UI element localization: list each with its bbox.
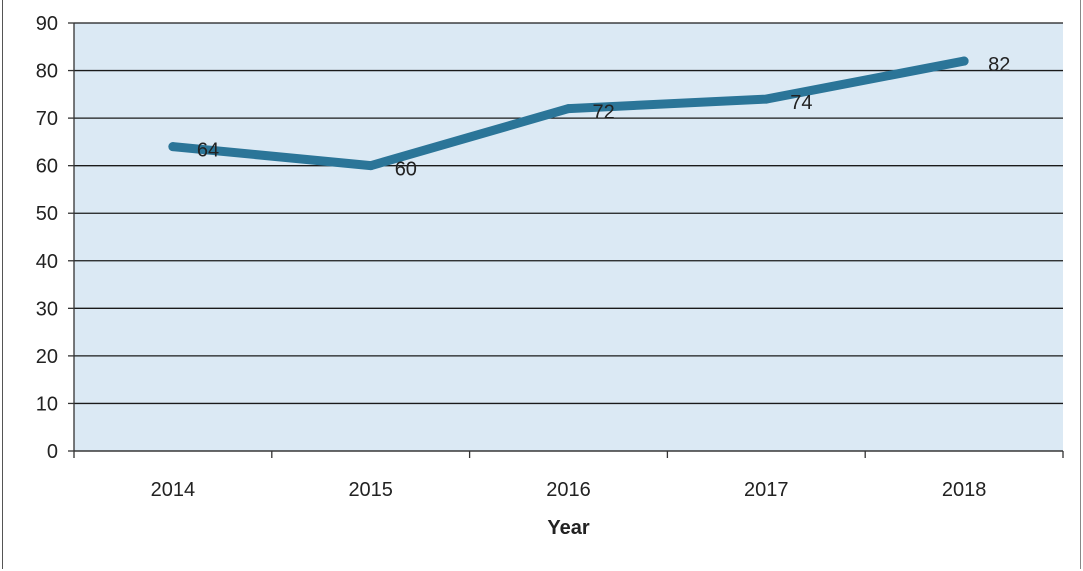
y-tick-label: 70 (36, 108, 58, 130)
data-label: 74 (790, 92, 812, 114)
data-point (366, 161, 376, 171)
x-tick-label: 2015 (348, 479, 393, 501)
series-layer (168, 56, 969, 171)
y-tick-label: 20 (36, 346, 58, 368)
data-label: 72 (593, 102, 615, 124)
data-labels: 64 60 72 74 82 (197, 54, 1010, 181)
x-axis: 2014 2015 2016 2017 2018 (73, 450, 1064, 501)
x-tick-label: 2017 (744, 479, 789, 501)
y-axis: 0 10 20 30 40 50 60 70 80 90 (36, 13, 75, 463)
y-tick-label: 90 (36, 13, 58, 35)
y-tick-label: 10 (36, 393, 58, 415)
data-label: 60 (395, 159, 417, 181)
data-point (959, 56, 969, 66)
data-point (168, 142, 178, 152)
data-label: 64 (197, 140, 219, 162)
data-point (761, 94, 771, 104)
y-tick-label: 30 (36, 298, 58, 320)
y-tick-label: 60 (36, 156, 58, 178)
x-axis-title: Year (547, 517, 589, 539)
y-tick-label: 0 (47, 441, 58, 463)
y-tick-label: 40 (36, 251, 58, 273)
y-tick-label: 80 (36, 61, 58, 83)
x-tick-label: 2016 (546, 479, 591, 501)
x-tick-label: 2014 (151, 479, 196, 501)
y-tick-label: 50 (36, 203, 58, 225)
x-tick-label: 2018 (942, 479, 987, 501)
data-point (564, 104, 573, 114)
data-label: 82 (988, 54, 1010, 76)
plot-area (74, 23, 1063, 451)
